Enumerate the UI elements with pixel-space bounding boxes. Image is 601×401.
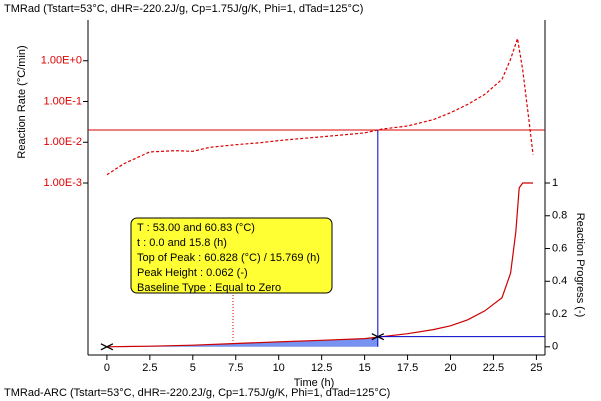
y-tick-label: 1.00E-3	[43, 177, 82, 189]
cross-marker	[100, 343, 114, 351]
y-tick-label: 1.00E-2	[43, 136, 82, 148]
y2-tick-label: 0.8	[552, 210, 567, 222]
cross-marker	[371, 333, 385, 341]
plot: 1.00E-3 1.00E-2 1.00E-1 1.00E+0 0 0.2 0.4 0.6 0.…	[41, 38, 567, 374]
y2-tick-label: 0	[552, 341, 558, 353]
peak-area	[106, 336, 378, 347]
x-tick-label: 2.5	[142, 362, 157, 374]
tooltip: T : 53.00 and 60.83 (°C) t : 0.0 and 15.…	[130, 217, 333, 294]
y2-tick-label: 1	[552, 177, 558, 189]
tooltip-line: T : 53.00 and 60.83 (°C)	[137, 222, 255, 234]
tooltip-line: Baseline Type : Equal to Zero	[137, 282, 281, 294]
data-line	[106, 38, 534, 176]
tooltip-line: Peak Height : 0.062 (-)	[137, 267, 248, 279]
x-tick-label: 7.5	[228, 362, 243, 374]
x-tick-label: 20	[444, 362, 456, 374]
x-tick-label: 15	[358, 362, 370, 374]
x-axis-label: Time (h)	[294, 377, 335, 389]
tooltip-line: t : 0.0 and 15.8 (h)	[137, 237, 227, 249]
y-tick-label: 1.00E+0	[41, 55, 82, 67]
chart-title: TMRad (Tstart=53°C, dHR=-220.2J/g, Cp=1.…	[4, 3, 363, 15]
tooltip-box	[130, 217, 333, 294]
y2-tick-label: 0.2	[552, 308, 567, 320]
y2-tick-label: 0.4	[552, 275, 567, 287]
y-tick-label: 1.00E-1	[43, 95, 82, 107]
y2-axis-label: Reaction Progress (-)	[574, 213, 586, 318]
y-axis-label: Reaction Rate (°C/min)	[16, 45, 28, 158]
x-tick-label: 22.5	[483, 362, 504, 374]
x-tick-label: 0	[104, 362, 110, 374]
x-tick-label: 5	[190, 362, 196, 374]
data-line	[106, 182, 533, 348]
chart-footer: TMRad-ARC (Tstart=53°C, dHR=-220.2J/g, C…	[4, 387, 390, 399]
tooltip-line: Top of Peak : 60.828 (°C) / 15.769 (h)	[137, 252, 320, 264]
x-tick-label: 12.5	[311, 362, 332, 374]
x-tick-label: 17.5	[397, 362, 418, 374]
y2-tick-label: 0.6	[552, 242, 567, 254]
x-tick-label: 25	[530, 362, 542, 374]
x-tick-label: 10	[273, 362, 285, 374]
